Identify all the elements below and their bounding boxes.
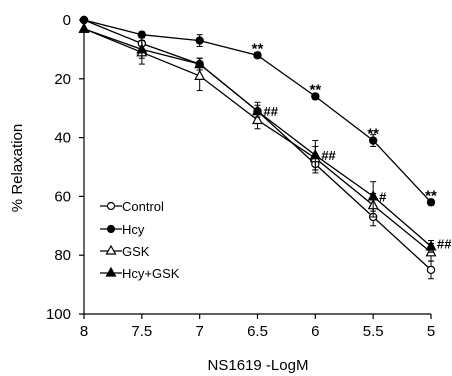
legend: Control Hcy GSK Hcy+GSK bbox=[100, 199, 180, 281]
data-point bbox=[311, 92, 320, 101]
y-tick-label: 20 bbox=[54, 71, 71, 88]
x-tick-label: 7.5 bbox=[131, 323, 152, 340]
legend-item-gsk: GSK bbox=[100, 244, 150, 259]
data-point bbox=[252, 113, 263, 125]
legend-item-control: Control bbox=[100, 199, 164, 214]
x-tick-label: 5 bbox=[427, 323, 435, 340]
significance-stars: ** bbox=[309, 82, 321, 99]
data-point bbox=[425, 240, 437, 251]
data-point bbox=[368, 136, 378, 145]
data-point bbox=[136, 43, 148, 54]
legend-marker-control bbox=[106, 201, 116, 211]
legend-item-hcy-gsk: Hcy+GSK bbox=[100, 266, 180, 281]
significance-hash: ## bbox=[321, 148, 336, 163]
significance-hash: ## bbox=[264, 104, 279, 119]
data-point bbox=[426, 265, 436, 275]
x-tick-label: 8 bbox=[80, 323, 88, 340]
x-tick-label: 6.5 bbox=[247, 323, 268, 340]
data-point bbox=[309, 148, 321, 160]
series-group bbox=[78, 15, 437, 280]
data-point bbox=[137, 30, 147, 39]
x-tick-label: 7 bbox=[195, 323, 203, 340]
data-point bbox=[194, 57, 206, 69]
data-point bbox=[426, 198, 436, 207]
data-point bbox=[252, 104, 263, 116]
legend-label-control: Control bbox=[122, 199, 164, 214]
legend-marker-gsk bbox=[105, 244, 117, 255]
legend-item-hcy: Hcy bbox=[100, 222, 145, 237]
legend-marker-hcy bbox=[106, 224, 116, 234]
legend-label-hcy: Hcy bbox=[122, 222, 145, 237]
significance-hash: # bbox=[379, 189, 387, 204]
data-point bbox=[253, 51, 262, 60]
series-hcy-gsk bbox=[78, 22, 437, 253]
data-point bbox=[195, 36, 204, 45]
annotations: ********####### bbox=[252, 40, 452, 251]
significance-stars: ** bbox=[252, 40, 264, 57]
y-tick-label: 100 bbox=[46, 306, 71, 323]
legend-label-hcy-gsk: Hcy+GSK bbox=[122, 266, 180, 281]
y-tick-label: 80 bbox=[54, 247, 71, 264]
legend-marker-hcy-gsk bbox=[105, 266, 117, 277]
x-axis-label: NS1619 -LogM bbox=[208, 357, 309, 374]
legend-label-gsk: GSK bbox=[122, 244, 150, 259]
data-point bbox=[367, 190, 379, 201]
series-hcy bbox=[79, 15, 436, 207]
y-tick-label: 60 bbox=[54, 188, 71, 205]
x-tick-label: 5.5 bbox=[363, 323, 384, 340]
y-ticks: 0 20 40 60 80 100 bbox=[46, 12, 84, 323]
data-point bbox=[194, 69, 206, 81]
x-ticks: 8 7.5 7 6.5 6 5.5 5 bbox=[80, 314, 435, 340]
x-tick-label: 6 bbox=[311, 323, 319, 340]
y-tick-label: 0 bbox=[63, 12, 71, 29]
data-point bbox=[78, 22, 90, 33]
y-axis-label: % Relaxation bbox=[9, 124, 26, 212]
significance-hash: ## bbox=[437, 236, 452, 251]
y-tick-label: 40 bbox=[54, 130, 71, 147]
significance-stars: ** bbox=[425, 187, 437, 204]
significance-stars: ** bbox=[367, 126, 379, 143]
